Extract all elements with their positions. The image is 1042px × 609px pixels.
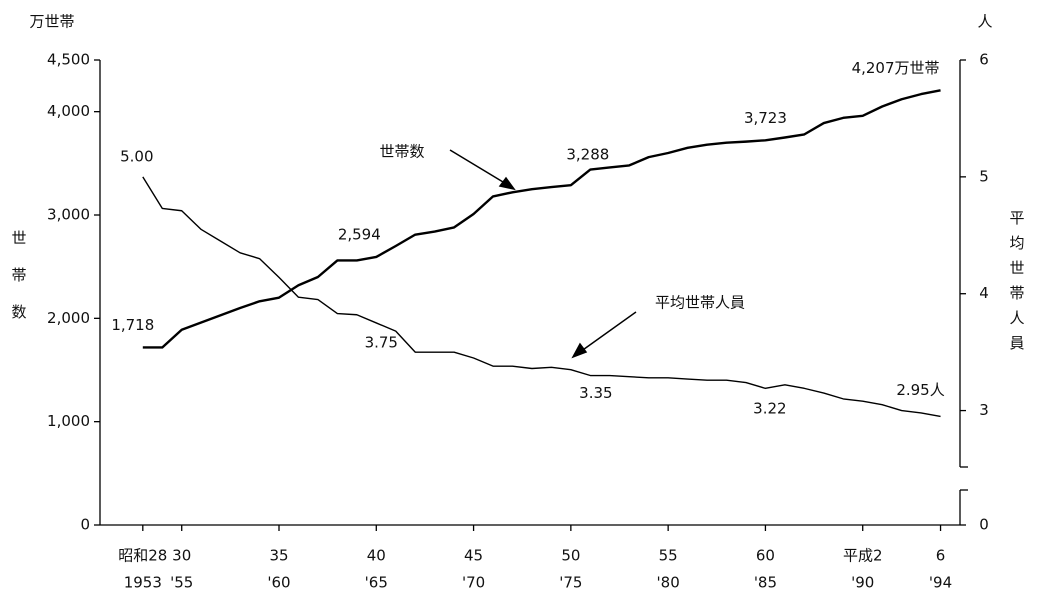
x-tick-label-western: '75 (559, 574, 582, 592)
annotation: 世帯数 (379, 143, 424, 161)
y-unit-label: 万世帯 (29, 13, 74, 31)
arrow (449, 149, 509, 186)
y2-tick-label: 3 (979, 401, 989, 419)
y2-tick-label: 0 (979, 516, 989, 534)
data-label: 3,723 (744, 109, 787, 127)
y-tick-label: 1,000 (47, 412, 90, 430)
x-tick-label: 45 (464, 547, 483, 565)
x-tick-label-western: '85 (754, 574, 777, 592)
data-label: 2,594 (338, 225, 381, 243)
y2-tick-label: 6 (979, 51, 989, 69)
x-tick-label-western: '80 (657, 574, 680, 592)
data-label: 3.22 (753, 399, 786, 417)
x-tick-label-western: '70 (462, 574, 485, 592)
y-tick-label: 4,000 (47, 102, 90, 120)
data-line (142, 89, 941, 349)
x-tick-label: 30 (172, 547, 191, 565)
y2-unit-label: 人 (977, 13, 992, 31)
data-label: 2.95人 (896, 381, 944, 399)
axes (99, 60, 960, 526)
y2-tick-label: 5 (979, 167, 989, 185)
arrows (449, 149, 637, 359)
x-tick-label: 40 (367, 547, 386, 565)
data-label: 3.35 (579, 384, 612, 402)
arrow-head (498, 176, 516, 191)
y-tick-label: 2,000 (47, 309, 90, 327)
x-tick-label-western: '90 (851, 574, 874, 592)
x-tick-label: 50 (561, 547, 580, 565)
x-tick-label: 60 (756, 547, 775, 565)
x-tick-label-western: 1953 (124, 574, 162, 592)
data-label: 1,718 (111, 316, 154, 334)
data-label: 4,207万世帯 (852, 59, 940, 77)
y2-axis-title: 平均世帯人員 (1008, 210, 1026, 360)
x-tick-label: 35 (269, 547, 288, 565)
y-tick-label: 3,000 (47, 206, 90, 224)
arrow (579, 311, 637, 353)
x-tick-label-western: '65 (365, 574, 388, 592)
data-label: 5.00 (120, 147, 153, 165)
x-tick-label: 平成2 (843, 547, 883, 565)
x-tick-label-western: '55 (170, 574, 193, 592)
y-tick-label: 4,500 (47, 51, 90, 69)
x-tick-label: 55 (659, 547, 678, 565)
arrow-head (571, 342, 588, 359)
x-tick-label-western: '94 (929, 574, 952, 592)
y2-tick-label: 4 (979, 284, 989, 302)
x-tick-label-western: '60 (267, 574, 290, 592)
data-line (142, 176, 941, 418)
y-tick-label: 0 (80, 516, 90, 534)
data-label: 3.75 (365, 333, 398, 351)
data-label: 3,288 (566, 146, 609, 164)
x-tick-label: 6 (936, 547, 946, 565)
annotation: 平均世帯人員 (655, 294, 745, 312)
x-tick-label: 昭和28 (118, 547, 167, 565)
y-axis-title: 世帯数 (10, 230, 28, 341)
